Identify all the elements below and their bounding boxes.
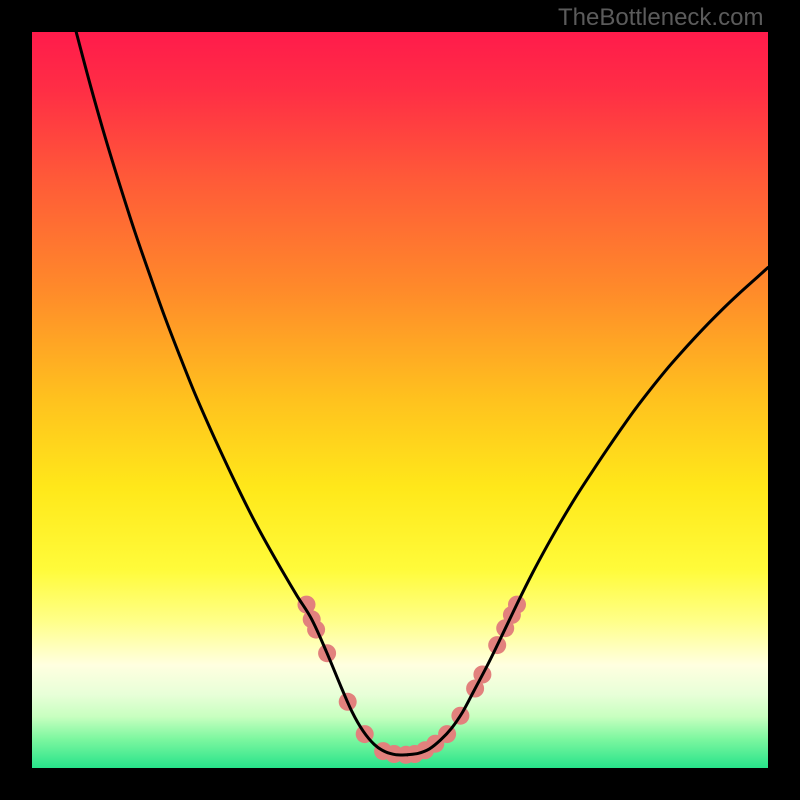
marker-group bbox=[298, 596, 527, 764]
left-curve bbox=[76, 32, 407, 755]
plot-svg bbox=[0, 0, 800, 800]
watermark-text: TheBottleneck.com bbox=[558, 4, 763, 32]
chart-root: TheBottleneck.com bbox=[0, 0, 800, 800]
right-curve bbox=[407, 268, 768, 755]
